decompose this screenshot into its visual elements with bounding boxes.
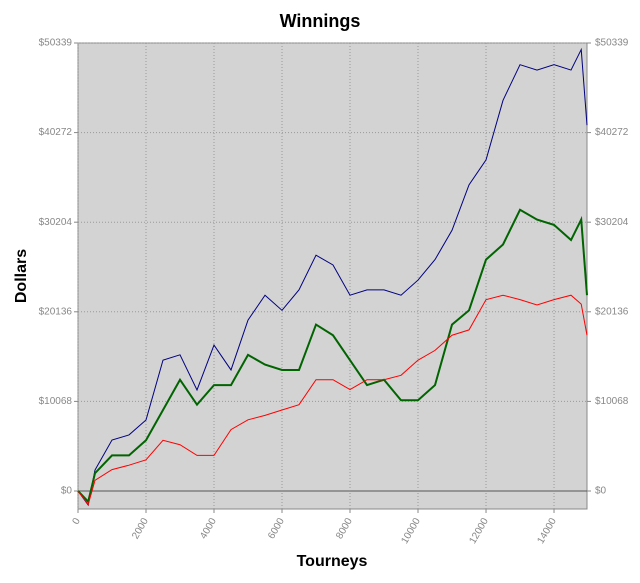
y2-tick-label: $30204 bbox=[595, 217, 629, 228]
x-tick-label: 14000 bbox=[535, 516, 559, 546]
x-tick-label: 6000 bbox=[266, 516, 287, 541]
x-axis-label: Tourneys bbox=[297, 553, 368, 570]
y-tick-label: $10068 bbox=[39, 396, 73, 407]
chart-title: Winnings bbox=[280, 11, 361, 31]
line-series bbox=[77, 208, 588, 504]
line-series bbox=[77, 294, 588, 506]
x-tick-label: 0 bbox=[71, 516, 84, 527]
y-tick-label: $30204 bbox=[39, 217, 73, 228]
x-tick-label: 10000 bbox=[399, 516, 423, 546]
x-tick-label: 8000 bbox=[334, 516, 355, 541]
y2-tick-label: $50339 bbox=[595, 38, 629, 49]
plot-area bbox=[77, 42, 588, 510]
x-tick-label: 2000 bbox=[130, 516, 151, 541]
x-tick-label: 12000 bbox=[467, 516, 491, 546]
y2-tick-label: $20136 bbox=[595, 306, 629, 317]
y-tick-label: $20136 bbox=[39, 306, 73, 317]
y-tick-label: $50339 bbox=[39, 38, 73, 49]
x-tick-label: 4000 bbox=[198, 516, 219, 541]
y-axis-label: Dollars bbox=[13, 249, 30, 303]
y2-tick-label: $0 bbox=[595, 486, 607, 497]
line-series bbox=[77, 47, 588, 507]
y2-tick-label: $40272 bbox=[595, 127, 629, 138]
y-tick-label: $40272 bbox=[39, 127, 73, 138]
y2-tick-label: $10068 bbox=[595, 396, 629, 407]
y-tick-label: $0 bbox=[61, 486, 73, 497]
